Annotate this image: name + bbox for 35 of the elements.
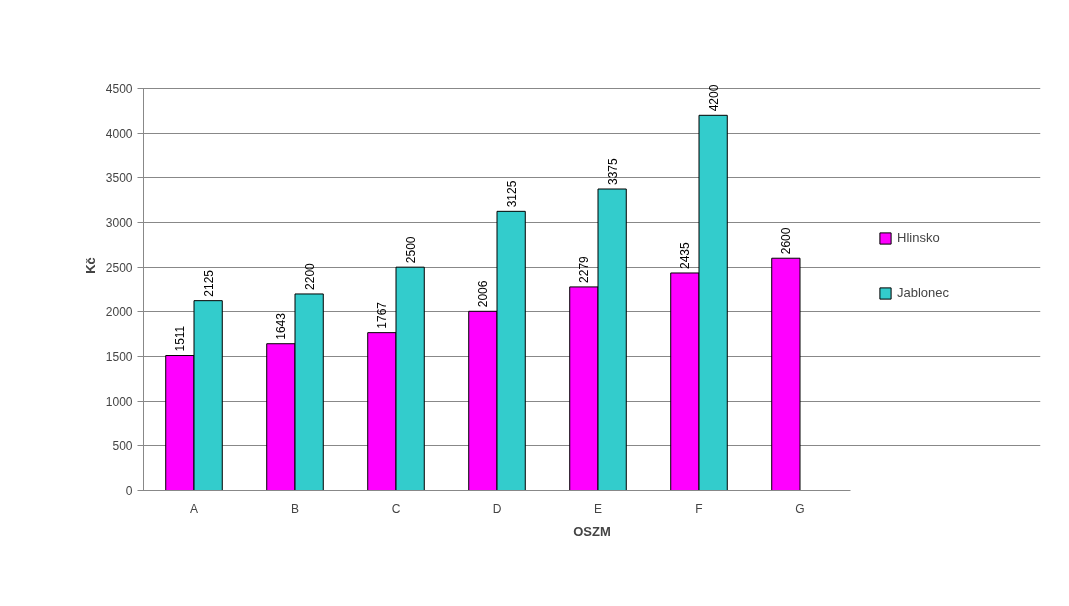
y-tick-label: 500 bbox=[112, 439, 133, 454]
y-tick-label: 1500 bbox=[105, 350, 133, 364]
y-tick-label: 0 bbox=[125, 484, 133, 498]
bar bbox=[771, 257, 801, 491]
data-label: 3375 bbox=[605, 157, 620, 185]
data-label: 4200 bbox=[706, 84, 721, 112]
data-label: 1643 bbox=[274, 312, 289, 340]
data-label: 2006 bbox=[476, 280, 491, 308]
x-tick-label: G bbox=[795, 501, 805, 516]
data-label: 2125 bbox=[201, 269, 216, 297]
x-tick-label: A bbox=[190, 501, 199, 516]
data-label: 1767 bbox=[375, 301, 390, 329]
y-tick-label: 1000 bbox=[105, 394, 133, 409]
legend-label: Hlinsko bbox=[897, 230, 940, 245]
data-label: 3125 bbox=[504, 180, 519, 208]
x-axis-title: OSZM bbox=[573, 523, 611, 539]
x-tick-label: F bbox=[695, 501, 703, 516]
y-tick-label: 4500 bbox=[105, 82, 133, 96]
data-label: 2435 bbox=[678, 241, 693, 269]
data-label: 2600 bbox=[779, 227, 794, 255]
x-tick-label: C bbox=[391, 501, 401, 516]
data-label: 2500 bbox=[403, 236, 418, 264]
x-tick-label: E bbox=[594, 501, 603, 516]
x-tick-label: D bbox=[492, 501, 502, 516]
y-axis-title: Kč bbox=[82, 257, 98, 274]
y-tick-label: 2000 bbox=[105, 305, 133, 320]
y-tick-label: 3500 bbox=[105, 171, 133, 186]
data-label: 2200 bbox=[302, 262, 317, 290]
x-tick-label: B bbox=[291, 501, 300, 516]
data-label: 2279 bbox=[577, 255, 592, 283]
legend-label: Jablonec bbox=[897, 285, 950, 300]
y-tick-label: 3000 bbox=[105, 216, 133, 230]
y-tick-label: 4000 bbox=[105, 126, 133, 141]
data-label: 1511 bbox=[173, 325, 188, 352]
y-tick-label: 2500 bbox=[105, 260, 133, 275]
